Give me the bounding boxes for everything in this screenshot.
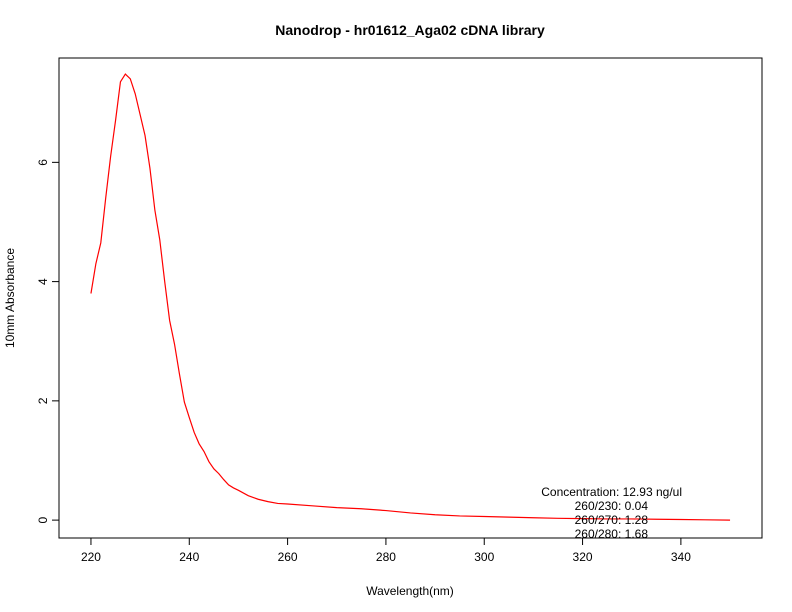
- x-tick-label: 220: [81, 550, 101, 564]
- x-axis: 220 240 260 280 300 320 340: [81, 537, 691, 564]
- x-tick-label: 280: [376, 550, 396, 564]
- y-axis-label: 10mm Absorbance: [3, 248, 17, 348]
- annotation-260-270: 260/270: 1.28: [575, 513, 649, 527]
- x-tick-label: 240: [179, 550, 199, 564]
- y-tick-label: 4: [36, 278, 50, 285]
- x-axis-label: Wavelength(nm): [366, 584, 454, 598]
- y-axis: 0 2 4 6: [36, 159, 60, 523]
- y-tick-label: 0: [36, 516, 50, 523]
- annotation-260-280: 260/280: 1.68: [575, 527, 649, 541]
- absorbance-series-line: [90, 73, 731, 521]
- x-tick-label: 340: [671, 550, 691, 564]
- plot-frame: [58, 57, 763, 539]
- annotation-concentration: Concentration: 12.93 ng/ul: [541, 485, 682, 499]
- annotation-260-230: 260/230: 0.04: [575, 499, 649, 513]
- x-tick-label: 320: [573, 550, 593, 564]
- x-tick-label: 300: [474, 550, 494, 564]
- chart-title: Nanodrop - hr01612_Aga02 cDNA library: [275, 22, 545, 38]
- y-tick-label: 6: [36, 159, 50, 166]
- x-tick-label: 260: [278, 550, 298, 564]
- y-tick-label: 2: [36, 397, 50, 404]
- annotations: Concentration: 12.93 ng/ul 260/230: 0.04…: [541, 485, 682, 541]
